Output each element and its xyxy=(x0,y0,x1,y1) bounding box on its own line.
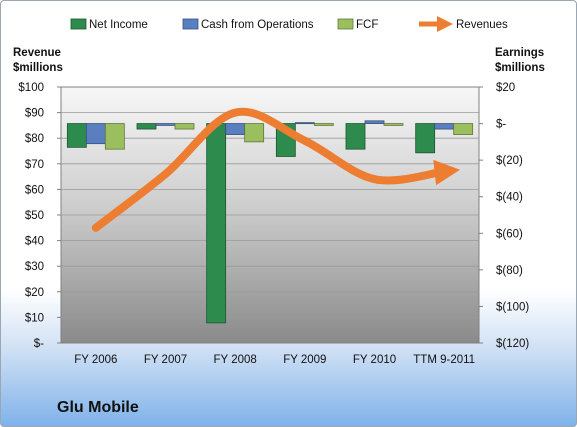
left-axis-title: $millions xyxy=(13,62,63,74)
bar-cash-from-operations xyxy=(294,122,315,125)
bar-cash-from-operations xyxy=(225,123,246,135)
category-label: FY 2010 xyxy=(353,354,396,366)
bar-net-income xyxy=(345,123,366,150)
left-tick-label: $80 xyxy=(25,133,44,145)
bar-cash-from-operations xyxy=(85,123,106,145)
left-axis-title: Revenue xyxy=(13,47,61,59)
category-label: FY 2009 xyxy=(283,354,326,366)
category-label: FY 2007 xyxy=(144,354,187,366)
right-tick-label: $- xyxy=(496,119,506,131)
right-tick-label: $(20) xyxy=(496,155,523,167)
company-name: Glu Mobile xyxy=(57,399,139,416)
category-label: TTM 9-2011 xyxy=(413,354,475,366)
legend-label: Cash from Operations xyxy=(201,19,314,31)
legend-swatch xyxy=(337,18,354,30)
bar-net-income xyxy=(415,123,436,154)
bar-net-income xyxy=(206,123,227,324)
right-tick-label: $(120) xyxy=(496,338,529,350)
legend-label: Net Income xyxy=(89,19,148,31)
left-tick-label: $40 xyxy=(25,236,44,248)
bar-net-income xyxy=(136,123,157,130)
legend-swatch xyxy=(70,18,87,30)
legend-swatch xyxy=(182,18,199,30)
category-label: FY 2008 xyxy=(214,354,257,366)
bar-net-income xyxy=(66,123,87,148)
right-tick-label: $(100) xyxy=(496,301,529,313)
left-tick-label: $70 xyxy=(25,159,44,171)
bar-fcf xyxy=(383,123,404,126)
right-axis-title: Earnings xyxy=(495,47,544,59)
bar-cash-from-operations xyxy=(364,120,385,124)
left-tick-label: $- xyxy=(34,338,44,350)
right-tick-label: $20 xyxy=(496,82,515,94)
right-axis-title: $millions xyxy=(495,62,545,74)
category-label: FY 2006 xyxy=(74,354,117,366)
left-tick-label: $30 xyxy=(25,261,44,273)
bar-fcf xyxy=(453,123,474,135)
left-tick-label: $90 xyxy=(25,108,44,120)
left-tick-label: $100 xyxy=(18,82,44,94)
bar-cash-from-operations xyxy=(155,123,176,126)
bar-fcf xyxy=(313,123,334,126)
right-tick-label: $(60) xyxy=(496,228,523,240)
legend-label: FCF xyxy=(356,19,378,31)
left-tick-label: $50 xyxy=(25,210,44,222)
revenues-line xyxy=(91,107,461,232)
left-tick-label: $20 xyxy=(25,287,44,299)
right-tick-label: $(40) xyxy=(496,192,523,204)
left-tick-label: $10 xyxy=(25,312,44,324)
left-tick-label: $60 xyxy=(25,184,44,196)
legend-label: Revenues xyxy=(456,19,508,31)
bar-fcf xyxy=(104,123,125,150)
bar-fcf xyxy=(244,123,265,143)
right-tick-label: $(80) xyxy=(496,265,523,277)
bar-fcf xyxy=(174,123,195,130)
bar-cash-from-operations xyxy=(434,123,455,130)
